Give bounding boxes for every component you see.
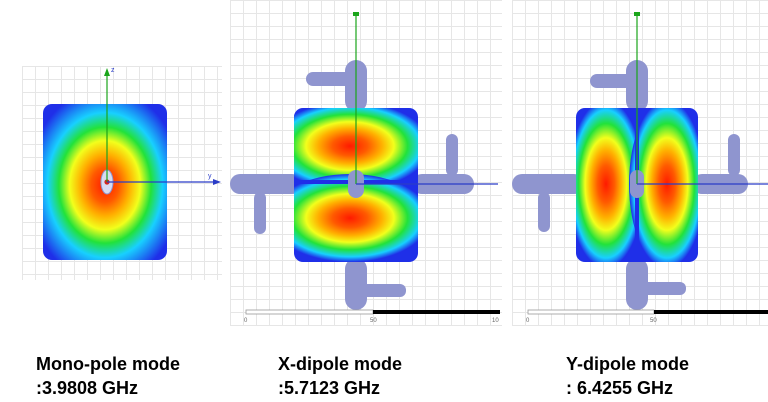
y-dipole-caption: Y-dipole mode : 6.4255 GHz <box>566 352 689 400</box>
monopole-caption: Mono-pole mode :3.9808 GHz <box>36 352 180 400</box>
x-dipole-right-stub <box>446 134 458 176</box>
x-dipole-panel: 0 50 10 <box>230 0 502 326</box>
monopole-caption-frequency: :3.9808 GHz <box>36 378 139 398</box>
monopole-y-arrow-icon <box>213 179 221 185</box>
y-dipole-scale-mid: 50 <box>650 318 657 324</box>
x-dipole-caption: X-dipole mode :5.7123 GHz <box>278 352 402 400</box>
x-dipole-upper-lobe <box>294 108 418 190</box>
monopole-panel: z y <box>22 66 222 280</box>
x-dipole-caption-frequency: :5.7123 GHz <box>278 378 381 398</box>
monopole-caption-mode: Mono-pole mode <box>36 354 180 374</box>
y-dipole-panel: 0 50 <box>512 0 768 326</box>
x-dipole-scale-end: 10 <box>492 318 499 324</box>
y-dipole-caption-mode: Y-dipole mode <box>566 354 690 374</box>
x-dipole-scale-start: 0 <box>244 318 248 324</box>
monopole-field-plot: z y <box>43 67 221 260</box>
y-dipole-scale-bar-dark <box>654 310 768 314</box>
y-dipole-right-stub <box>728 134 740 176</box>
x-dipole-scale-bar-dark <box>373 310 500 314</box>
y-dipole-left-stub <box>538 192 550 232</box>
y-dipole-scale-start: 0 <box>526 318 530 324</box>
x-dipole-scale-bar-light <box>245 309 374 315</box>
x-dipole-lower-lobe <box>294 174 418 262</box>
monopole-y-label: y <box>208 173 212 180</box>
x-dipole-bottom-stub <box>358 284 406 297</box>
x-dipole-bottom-arm <box>345 258 367 310</box>
y-dipole-caption-frequency: : 6.4255 GHz <box>566 378 674 398</box>
y-dipole-left-lobe <box>576 108 644 262</box>
x-dipole-z-arrow-icon <box>353 12 359 16</box>
x-dipole-scale-mid: 50 <box>370 318 377 324</box>
x-dipole-field-plot: 0 50 10 <box>230 12 500 324</box>
y-dipole-bottom-stub <box>640 282 686 295</box>
monopole-z-label: z <box>111 67 115 74</box>
y-dipole-top-stub <box>590 74 636 88</box>
y-dipole-bottom-arm <box>626 258 648 310</box>
y-dipole-scale-bar-light <box>527 309 655 315</box>
monopole-z-arrow-icon <box>104 68 110 76</box>
x-dipole-left-arm <box>230 174 302 194</box>
x-dipole-left-stub <box>254 192 266 234</box>
x-dipole-caption-mode: X-dipole mode <box>278 354 403 374</box>
x-dipole-top-stub <box>306 72 354 86</box>
y-dipole-z-arrow-icon <box>634 12 640 16</box>
y-dipole-left-arm <box>512 174 584 194</box>
y-dipole-field-plot: 0 50 <box>512 12 768 324</box>
